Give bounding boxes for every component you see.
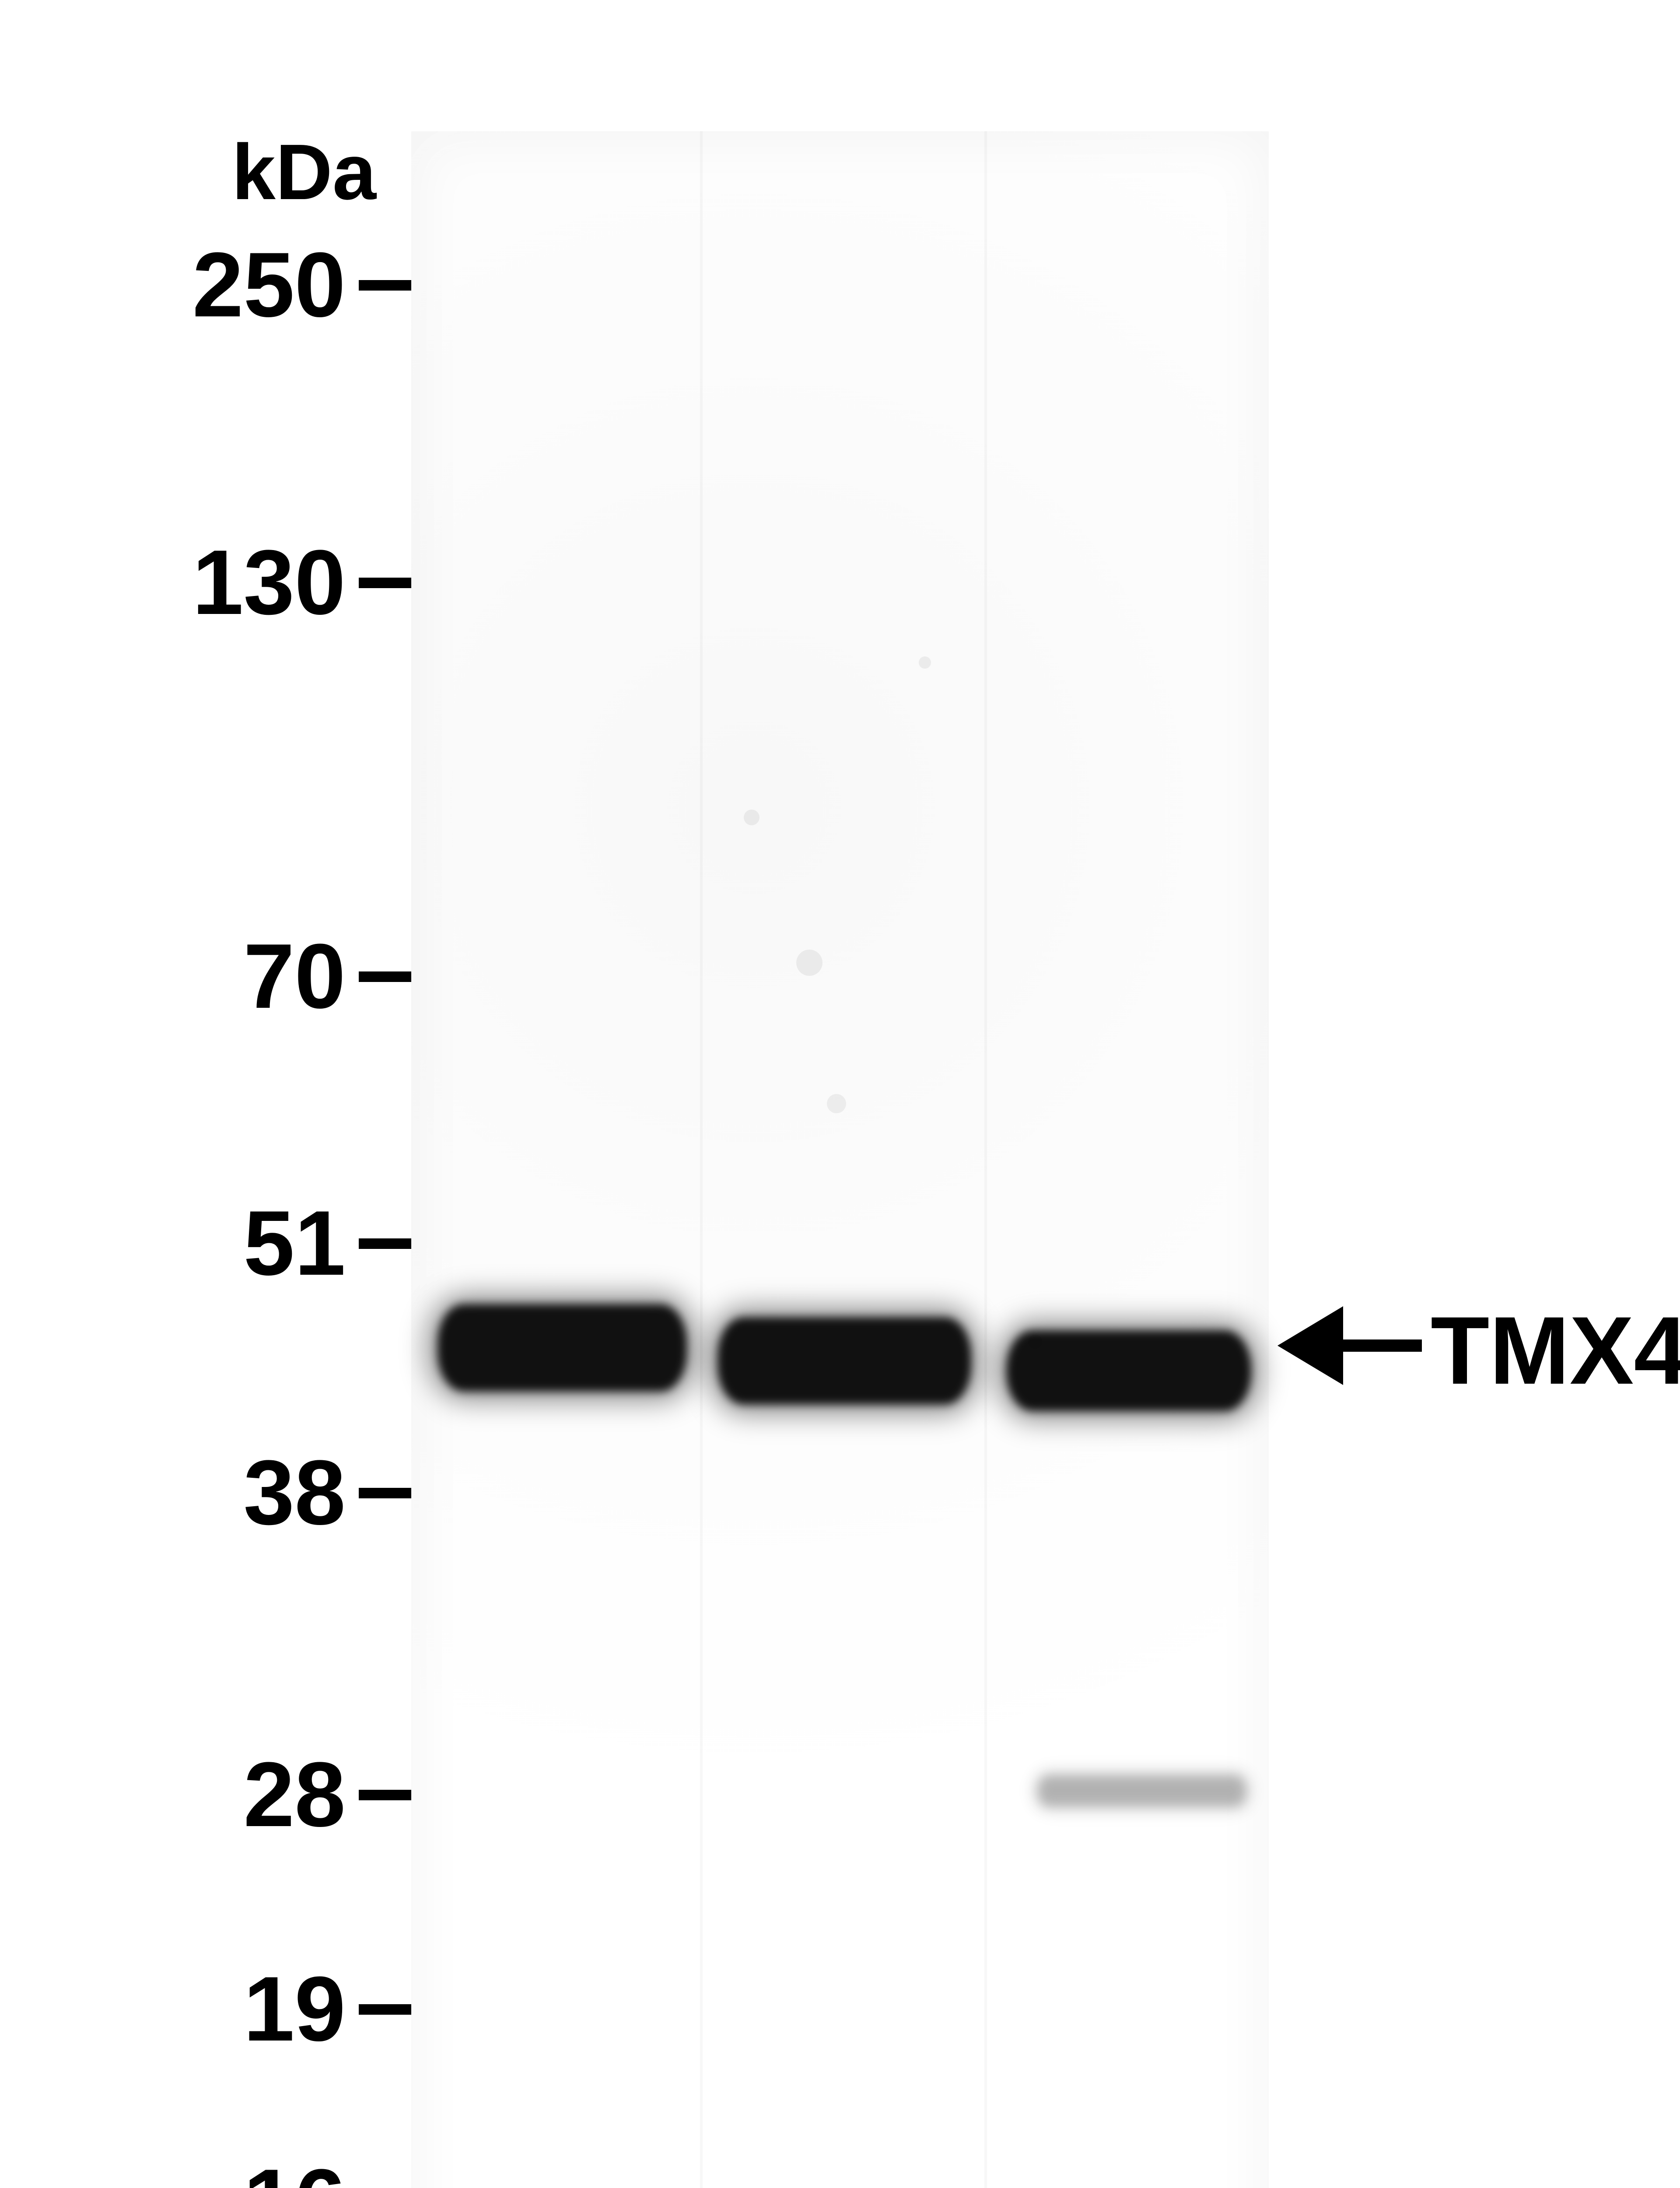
film-speck xyxy=(796,950,822,976)
mw-tick-28 xyxy=(359,1790,411,1800)
mw-label-19: 19 xyxy=(101,1956,346,2062)
band-hela-tmx4 xyxy=(438,1304,687,1392)
arrow-head-icon xyxy=(1278,1306,1343,1385)
mw-label-70: 70 xyxy=(101,923,346,1029)
band-jurkat-28kda-faint xyxy=(1037,1774,1247,1807)
mw-tick-19 xyxy=(359,2004,411,2015)
mw-label-28: 28 xyxy=(101,1742,346,1848)
band-293t-tmx4 xyxy=(718,1317,971,1405)
film-speck xyxy=(744,810,760,825)
target-arrow xyxy=(1278,1306,1422,1385)
mw-label-130: 130 xyxy=(101,529,346,635)
film-speck xyxy=(919,656,931,669)
arrow-shaft xyxy=(1343,1339,1422,1352)
mw-tick-51 xyxy=(359,1238,411,1249)
mw-tick-130 xyxy=(359,578,411,588)
lane-separator xyxy=(984,131,987,2188)
film-speck xyxy=(827,1094,846,1113)
mw-tick-38 xyxy=(359,1488,411,1498)
western-blot-figure: kDa 250 130 70 51 38 28 19 16 TMX4 HeLa … xyxy=(0,0,1680,2188)
mw-tick-70 xyxy=(359,971,411,982)
lane-separator xyxy=(700,131,703,2188)
band-jurkat-tmx4 xyxy=(1006,1330,1251,1411)
mw-label-16: 16 xyxy=(101,2149,346,2188)
mw-tick-250 xyxy=(359,280,411,291)
target-protein-label: TMX4 xyxy=(1431,1295,1680,1406)
film-speck xyxy=(1028,1335,1042,1349)
axis-unit-label: kDa xyxy=(131,127,376,217)
mw-label-38: 38 xyxy=(101,1440,346,1546)
blot-membrane xyxy=(411,131,1269,2188)
mw-label-51: 51 xyxy=(101,1190,346,1296)
mw-label-250: 250 xyxy=(101,232,346,338)
